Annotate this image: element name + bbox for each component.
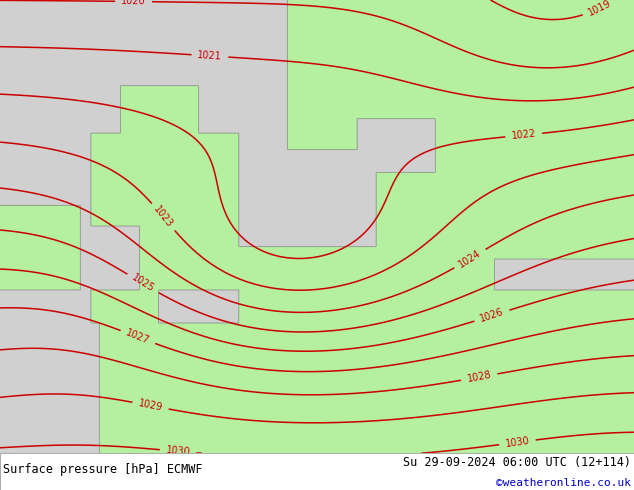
Text: ©weatheronline.co.uk: ©weatheronline.co.uk xyxy=(496,478,631,488)
Text: 1022: 1022 xyxy=(511,129,536,142)
Text: 1024: 1024 xyxy=(457,248,483,270)
Text: 1025: 1025 xyxy=(130,272,156,294)
Text: 1020: 1020 xyxy=(121,0,146,7)
Text: 1029: 1029 xyxy=(138,398,164,413)
Text: Surface pressure [hPa] ECMWF: Surface pressure [hPa] ECMWF xyxy=(3,463,203,476)
Text: 1028: 1028 xyxy=(466,370,492,384)
Text: 1027: 1027 xyxy=(124,328,151,346)
Text: 1021: 1021 xyxy=(197,50,223,62)
Text: 1026: 1026 xyxy=(479,307,505,324)
Text: 1019: 1019 xyxy=(586,0,613,18)
Text: 1023: 1023 xyxy=(152,204,175,230)
Text: 1030: 1030 xyxy=(505,436,530,449)
Text: Su 29-09-2024 06:00 UTC (12+114): Su 29-09-2024 06:00 UTC (12+114) xyxy=(403,456,631,469)
Text: 1030: 1030 xyxy=(165,445,191,457)
